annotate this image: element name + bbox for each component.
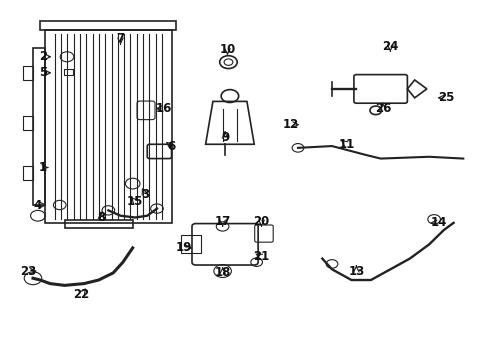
- Text: 13: 13: [347, 265, 364, 278]
- Text: 17: 17: [214, 215, 230, 228]
- Text: 20: 20: [253, 215, 269, 228]
- Text: 14: 14: [430, 216, 446, 229]
- Text: 25: 25: [437, 91, 453, 104]
- Text: 15: 15: [127, 195, 143, 208]
- Text: 2: 2: [39, 50, 47, 63]
- Text: 3: 3: [141, 188, 148, 201]
- Bar: [181, 235, 201, 253]
- Text: 5: 5: [39, 66, 47, 79]
- Text: 9: 9: [221, 131, 229, 144]
- Bar: [63, 69, 73, 75]
- Text: 6: 6: [167, 140, 175, 153]
- Text: 23: 23: [20, 265, 36, 278]
- Text: 16: 16: [156, 102, 172, 115]
- Bar: [33, 48, 45, 205]
- Text: 7: 7: [116, 32, 124, 45]
- Text: 1: 1: [39, 161, 47, 174]
- Text: 22: 22: [73, 288, 90, 301]
- Text: 19: 19: [175, 241, 191, 255]
- Bar: [23, 166, 33, 180]
- Text: 26: 26: [374, 102, 390, 115]
- Bar: [23, 66, 33, 80]
- Bar: [40, 21, 176, 30]
- Text: 12: 12: [282, 118, 298, 131]
- Text: 24: 24: [382, 40, 398, 53]
- Text: 21: 21: [253, 250, 269, 263]
- Text: 10: 10: [219, 43, 235, 56]
- Text: 11: 11: [338, 138, 354, 151]
- Bar: [45, 30, 171, 223]
- Bar: [23, 116, 33, 130]
- Text: 4: 4: [34, 198, 42, 212]
- Bar: [64, 220, 132, 228]
- Text: 8: 8: [97, 211, 105, 224]
- Text: 18: 18: [214, 266, 230, 279]
